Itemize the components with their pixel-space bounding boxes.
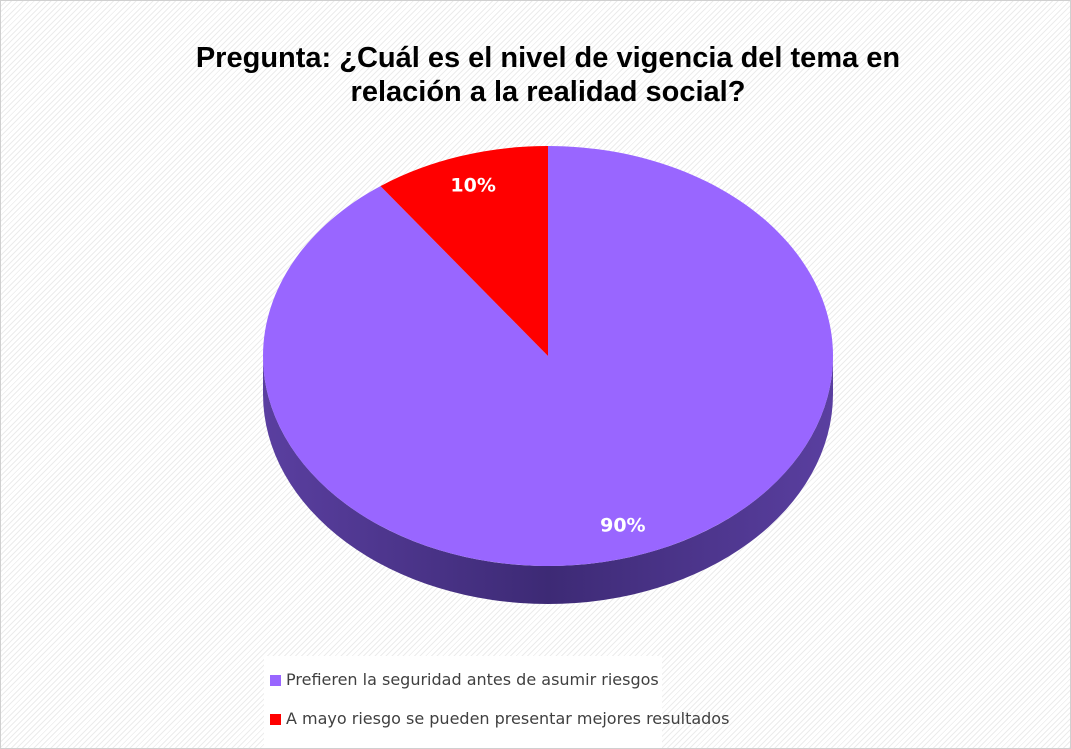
legend-label: A mayo riesgo se pueden presentar mejore… — [286, 709, 730, 728]
legend: Prefieren la seguridad antes de asumir r… — [264, 656, 729, 748]
chart-title: Pregunta: ¿Cuál es el nivel de vigencia … — [195, 42, 901, 108]
data-label: 90% — [600, 514, 645, 536]
legend-swatch — [270, 714, 281, 725]
data-label: 10% — [450, 175, 495, 197]
legend-swatch — [270, 675, 281, 686]
legend-item: A mayo riesgo se pueden presentar mejore… — [270, 709, 729, 728]
pie-slice — [380, 146, 548, 356]
pie-side — [263, 356, 833, 604]
legend-label: Prefieren la seguridad antes de asumir r… — [286, 670, 659, 689]
legend-item: Prefieren la seguridad antes de asumir r… — [270, 670, 659, 689]
